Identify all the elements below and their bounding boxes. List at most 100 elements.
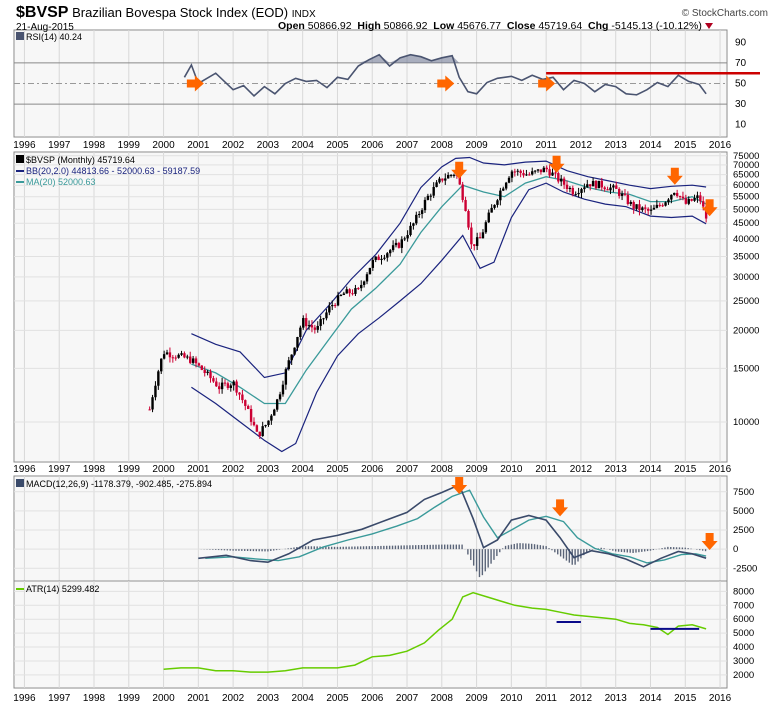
price-candle [629,201,632,204]
price-candle [583,187,586,190]
price-candle [626,194,630,204]
price-candle [617,188,621,196]
year-axis-bottom-tick-label: 2012 [570,693,593,704]
year-axis-middle-tick-label: 2010 [500,464,523,475]
year-axis-bottom-tick-label: 2015 [674,693,697,704]
macd-arrow [552,499,569,517]
price-candle [539,169,543,173]
price-y-tick-label: 45000 [733,218,759,229]
price-candle [325,312,328,319]
price-candle [591,180,595,187]
atr-panel-bg [15,582,726,687]
year-axis-top-tick-label: 2004 [292,140,315,151]
price-candle [684,198,688,204]
price-candle [664,202,667,206]
year-axis-top-tick-label: 1996 [13,140,36,151]
price-candle [467,210,470,228]
price-legend: $BVSP (Monthly) 45719.64 [26,155,135,165]
year-axis-top-tick-label: 2015 [674,140,697,151]
price-y-tick-label: 55000 [733,192,759,203]
atr-y-tick-label: 6000 [733,614,754,625]
price-candle [446,175,450,179]
year-axis-top-tick-label: 2002 [222,140,245,151]
year-axis-bottom-tick-label: 2013 [605,693,628,704]
price-candle [548,169,551,176]
price-candle [441,178,444,181]
price-y-tick-label: 70000 [733,160,759,171]
year-axis-bottom-tick-label: 2008 [431,693,454,704]
price-candle [646,208,650,211]
price-y-tick-label: 40000 [733,234,759,245]
price-candle [490,207,493,213]
year-axis-middle-tick-label: 2005 [326,464,349,475]
price-candle [661,205,664,207]
price-candle [328,306,331,313]
price-candle [417,213,421,215]
price-candle [333,305,337,307]
price-candle [615,185,618,189]
price-candle [641,207,644,211]
price-y-tick-label: 65000 [733,170,759,181]
atr-legend: ATR(14) 5299.482 [26,584,99,594]
price-candle [310,325,314,328]
chg-label: Chg [588,20,609,32]
price-candle [342,293,346,295]
chart-title: $BVSP Brazilian Bovespa Stock Index (EOD… [16,4,316,22]
price-candle [368,267,372,275]
price-candle [461,184,464,200]
year-axis-middle-tick-label: 1997 [48,464,71,475]
year-axis-top-tick-label: 2003 [257,140,280,151]
price-candle [261,426,264,437]
price-candle [504,182,508,189]
price-candle [696,195,699,199]
price-candle [348,289,351,294]
price-candle [533,170,537,172]
year-axis-top-tick-label: 2013 [605,140,628,151]
year-axis-top-tick-label: 2000 [152,140,175,151]
price-candle [632,201,635,209]
year-axis-top-tick-label: 2012 [570,140,593,151]
price-candle [307,325,311,327]
year-axis-middle-tick-label: 2009 [465,464,488,475]
price-candle [209,371,212,379]
open-label: Open [278,20,305,32]
price-candle [191,358,195,363]
price-candle [557,173,560,182]
exchange: INDX [291,9,316,20]
price-candle [609,187,612,191]
price-candle [226,383,230,389]
price-candle [513,171,517,173]
rsi-line [183,53,707,97]
down-triangle-icon [704,23,713,30]
price-candle [464,199,467,211]
price-candle [278,394,282,400]
price-candle [197,363,201,366]
price-candle [545,167,548,170]
atr-y-tick-label: 4000 [733,642,754,653]
rsi-y-tick-label: 50 [735,79,747,90]
price-y-tick-label: 60000 [733,180,759,191]
price-candle [241,394,244,401]
price-candle [336,295,340,306]
price-candle [415,214,418,224]
price-candle [588,184,592,187]
price-candle [180,353,183,355]
price-y-tick-label: 20000 [733,325,759,336]
price-candle [302,318,305,328]
price-candle [493,204,496,208]
price-candle [319,319,322,326]
year-axis-bottom-tick-label: 2007 [396,693,419,704]
price-candle [577,192,580,195]
year-axis-top-tick-label: 2010 [500,140,523,151]
price-candle [687,199,690,204]
price-candle [157,371,160,386]
price-candle [690,199,693,201]
price-candle [412,223,415,226]
price-candle [235,381,238,393]
close-value: 45719.64 [538,20,583,32]
rsi-arrow [437,75,455,92]
price-arrow [548,155,565,173]
price-candle [246,405,250,409]
price-candle [580,189,583,193]
